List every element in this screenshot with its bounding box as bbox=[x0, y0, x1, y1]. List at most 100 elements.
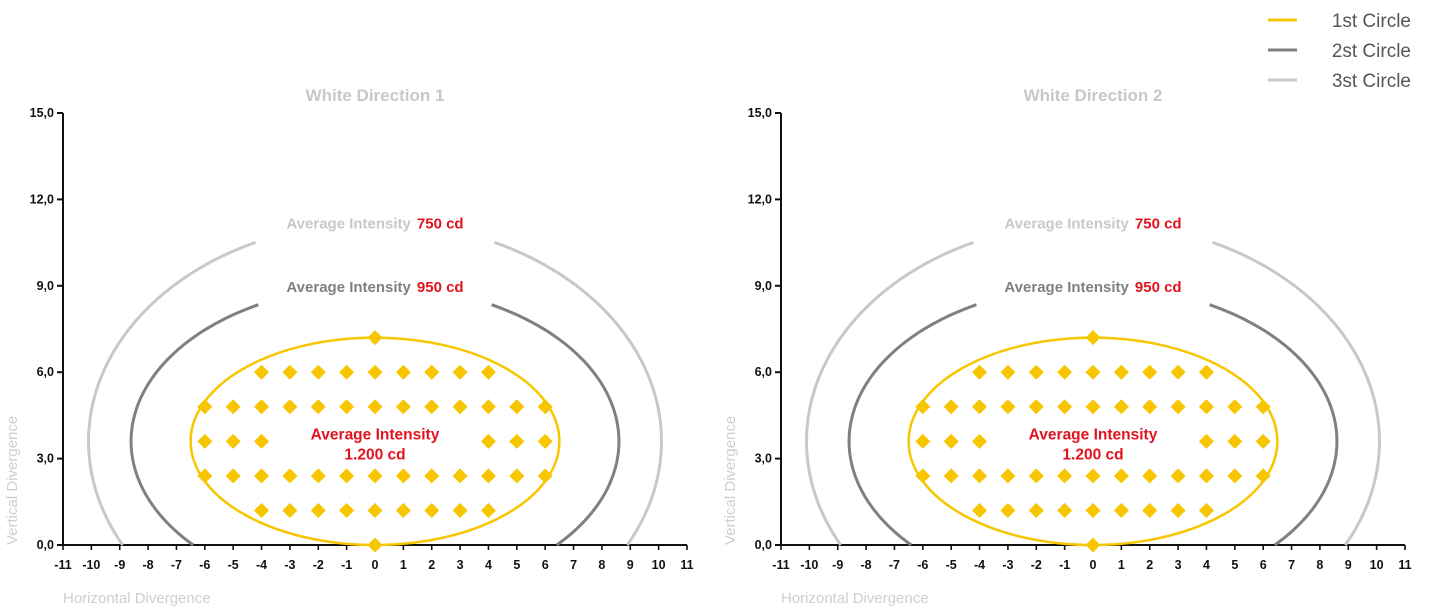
data-point bbox=[1113, 502, 1129, 518]
x-tick-label: -4 bbox=[256, 558, 267, 572]
data-point bbox=[537, 468, 553, 484]
data-point bbox=[1000, 399, 1016, 415]
annotation-outer-value: 750 cd bbox=[1135, 215, 1182, 232]
data-point bbox=[972, 364, 988, 380]
data-point bbox=[367, 330, 383, 346]
data-point bbox=[367, 468, 383, 484]
x-tick-label: -8 bbox=[143, 558, 154, 572]
data-point bbox=[1255, 468, 1271, 484]
data-point bbox=[225, 433, 241, 449]
annotation-outer: Average Intensity 750 cd bbox=[1004, 215, 1181, 232]
data-point bbox=[395, 364, 411, 380]
second-circle-curve bbox=[847, 303, 1339, 547]
x-tick-label: -4 bbox=[974, 558, 985, 572]
y-axis-label: Vertical Divergence bbox=[4, 416, 21, 545]
data-point bbox=[424, 502, 440, 518]
data-point bbox=[972, 468, 988, 484]
data-point bbox=[509, 399, 525, 415]
data-point bbox=[282, 364, 298, 380]
annotation-middle-value: 950 cd bbox=[1135, 279, 1182, 296]
data-point bbox=[915, 468, 931, 484]
data-point bbox=[197, 433, 213, 449]
data-point bbox=[1085, 364, 1101, 380]
y-tick-label: 3,0 bbox=[37, 452, 54, 466]
annotation-middle-label: Average Intensity bbox=[1004, 279, 1129, 296]
x-tick-label: 2 bbox=[428, 558, 435, 572]
data-point bbox=[972, 399, 988, 415]
data-point bbox=[424, 468, 440, 484]
data-point bbox=[1113, 364, 1129, 380]
annotation-inner-line2: 1.200 cd bbox=[344, 446, 405, 463]
data-point bbox=[1170, 468, 1186, 484]
data-point bbox=[1113, 468, 1129, 484]
data-point bbox=[254, 433, 270, 449]
data-point bbox=[1057, 502, 1073, 518]
x-tick-label: -9 bbox=[832, 558, 843, 572]
x-axis-label: Horizontal Divergence bbox=[781, 590, 929, 607]
data-point bbox=[1000, 468, 1016, 484]
data-point bbox=[367, 502, 383, 518]
annotation-outer-value: 750 cd bbox=[417, 215, 464, 232]
annotation-outer: Average Intensity 750 cd bbox=[286, 215, 463, 232]
data-point bbox=[1000, 364, 1016, 380]
x-tick-label: 7 bbox=[1288, 558, 1295, 572]
data-point bbox=[943, 468, 959, 484]
x-tick-label: 0 bbox=[1090, 558, 1097, 572]
y-tick-label: 12,0 bbox=[748, 192, 772, 206]
data-point bbox=[452, 399, 468, 415]
x-tick-label: -7 bbox=[171, 558, 182, 572]
data-point bbox=[254, 502, 270, 518]
data-point bbox=[1142, 399, 1158, 415]
x-tick-label: 8 bbox=[1316, 558, 1323, 572]
x-tick-label: 3 bbox=[457, 558, 464, 572]
data-point bbox=[1000, 502, 1016, 518]
data-point bbox=[395, 399, 411, 415]
data-point bbox=[1028, 364, 1044, 380]
data-point bbox=[1170, 399, 1186, 415]
y-tick-label: 15,0 bbox=[30, 106, 54, 120]
legend-label-3: 3st Circle bbox=[1332, 71, 1411, 92]
data-point bbox=[395, 502, 411, 518]
annotation-middle: Average Intensity 950 cd bbox=[286, 279, 463, 296]
data-point bbox=[915, 433, 931, 449]
data-point bbox=[339, 468, 355, 484]
data-point bbox=[972, 502, 988, 518]
x-tick-label: -10 bbox=[82, 558, 100, 572]
data-point bbox=[1113, 399, 1129, 415]
x-tick-label: 7 bbox=[570, 558, 577, 572]
x-tick-label: 5 bbox=[1231, 558, 1238, 572]
data-point bbox=[1028, 502, 1044, 518]
data-point bbox=[367, 399, 383, 415]
x-tick-label: -3 bbox=[1002, 558, 1013, 572]
annotation-middle-value: 950 cd bbox=[417, 279, 464, 296]
data-point bbox=[1085, 468, 1101, 484]
x-tick-label: -7 bbox=[889, 558, 900, 572]
data-point bbox=[537, 399, 553, 415]
y-tick-label: 0,0 bbox=[37, 538, 54, 552]
x-tick-label: -5 bbox=[946, 558, 957, 572]
x-tick-label: 0 bbox=[372, 558, 379, 572]
x-tick-label: -5 bbox=[228, 558, 239, 572]
data-point bbox=[1057, 399, 1073, 415]
x-tick-label: 11 bbox=[1398, 558, 1411, 572]
data-point bbox=[480, 468, 496, 484]
data-point bbox=[1198, 364, 1214, 380]
y-tick-label: 3,0 bbox=[755, 452, 772, 466]
data-point bbox=[452, 468, 468, 484]
x-tick-label: -2 bbox=[313, 558, 324, 572]
data-point bbox=[1142, 468, 1158, 484]
data-point bbox=[452, 502, 468, 518]
data-point bbox=[310, 502, 326, 518]
data-point bbox=[1198, 468, 1214, 484]
data-point bbox=[1227, 433, 1243, 449]
data-point bbox=[310, 364, 326, 380]
x-tick-label: -2 bbox=[1031, 558, 1042, 572]
third-circle-curve bbox=[805, 240, 1381, 546]
x-tick-label: -10 bbox=[800, 558, 818, 572]
chart-title: White Direction 2 bbox=[1024, 86, 1163, 105]
x-tick-label: 2 bbox=[1146, 558, 1153, 572]
annotation-inner-line2: 1.200 cd bbox=[1062, 446, 1123, 463]
x-tick-label: -9 bbox=[114, 558, 125, 572]
legend-label-1: 1st Circle bbox=[1332, 11, 1411, 32]
y-tick-label: 15,0 bbox=[748, 106, 772, 120]
